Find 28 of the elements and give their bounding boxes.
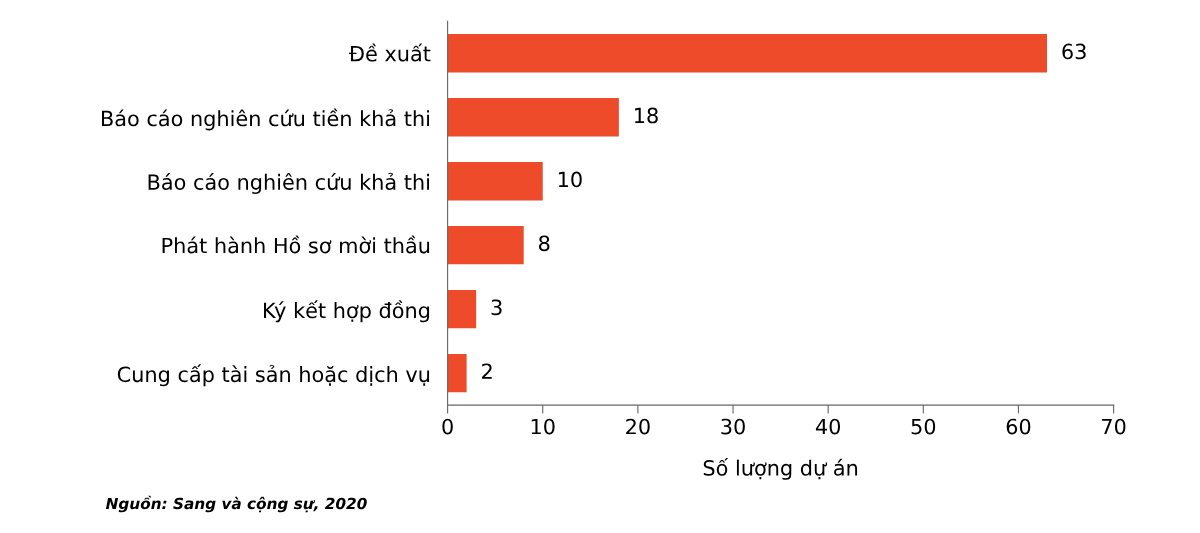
- bar: [447, 34, 1047, 73]
- bar: [447, 162, 543, 201]
- text: Nguồn: Sang và cộng sự, 2020: [105, 495, 367, 513]
- x-axis-title: Số lượng dự án: [703, 457, 858, 480]
- x-tick-label: 70: [1102, 418, 1126, 435]
- x-tick-label: 50: [911, 418, 936, 435]
- data-label: 10: [558, 171, 582, 188]
- x-tick-label: 60: [1006, 418, 1031, 435]
- y-tick-label: Báo cáo nghiên cứu khả thi: [148, 172, 429, 194]
- data-label: 8: [539, 235, 550, 252]
- bar: [447, 353, 467, 393]
- bar: [447, 289, 477, 329]
- bar: [447, 225, 524, 265]
- data-label: 63: [1062, 43, 1086, 60]
- y-tick-label: Ký kết hợp đồng: [264, 300, 430, 323]
- x-tick-label: 0: [442, 418, 453, 435]
- data-label: 3: [491, 299, 502, 316]
- x-tick-label: 40: [815, 418, 841, 435]
- bar: [447, 98, 619, 137]
- y-tick-label: Báo cáo nghiên cứu tiền khả thi: [102, 108, 429, 131]
- x-tick-label: 10: [531, 418, 555, 435]
- x-tick-label: 20: [626, 418, 650, 435]
- x-tick-label: 30: [721, 418, 745, 435]
- data-label: 18: [635, 107, 658, 124]
- y-tick-label: Đề xuất: [348, 43, 431, 62]
- y-tick-label: Phát hành Hồ sơ mời thầu: [162, 235, 430, 254]
- y-tick-label: Cung cấp tài sản hoặc dịch vụ: [117, 364, 430, 387]
- data-label: 2: [482, 363, 492, 379]
